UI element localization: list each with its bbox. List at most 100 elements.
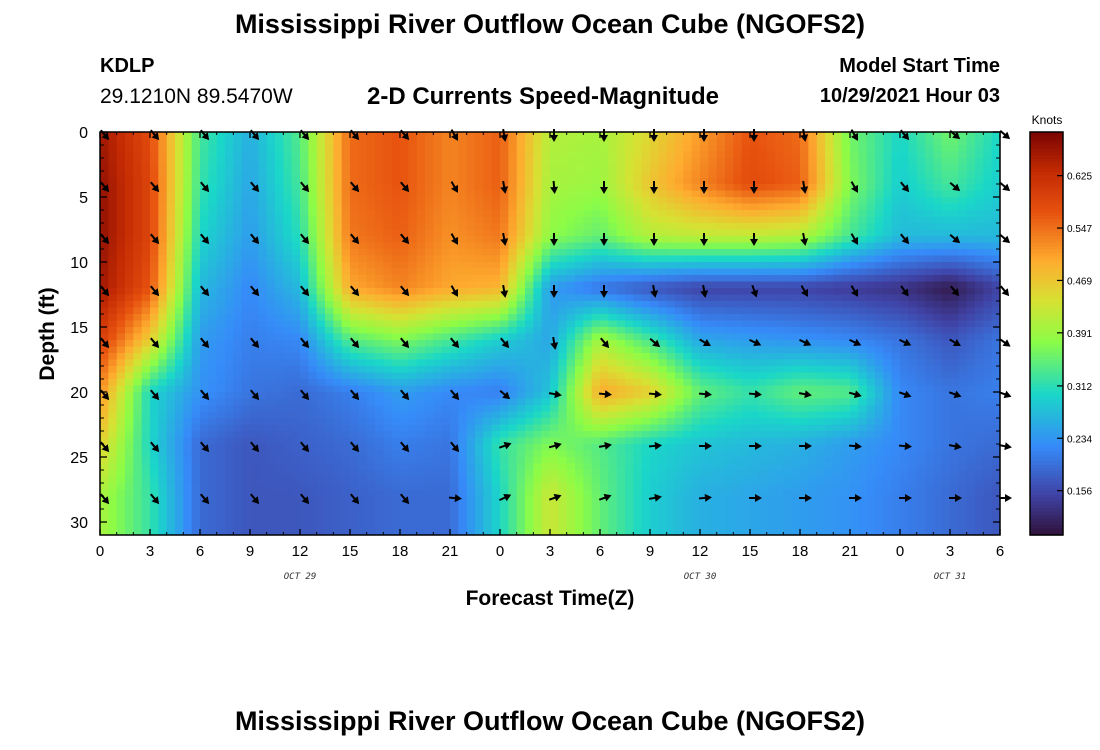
heatmap-cell [466, 411, 476, 419]
heatmap-cell [575, 301, 584, 309]
heatmap-cell [100, 431, 109, 439]
heatmap-cell [691, 392, 701, 400]
heatmap-cell [833, 314, 843, 322]
heatmap-cell [350, 424, 359, 432]
heatmap-cell [616, 353, 626, 361]
heatmap-cell [583, 171, 593, 179]
heatmap-cell [400, 275, 409, 283]
heatmap-cell [308, 151, 318, 159]
heatmap-cell [925, 281, 934, 289]
heatmap-cell [508, 392, 518, 400]
heatmap-cell [450, 242, 459, 250]
heatmap-cell [941, 392, 951, 400]
heatmap-cell [566, 411, 576, 419]
heatmap-cell [483, 223, 493, 231]
heatmap-cell [166, 275, 176, 283]
heatmap-cell [950, 366, 959, 374]
heatmap-cell [616, 268, 626, 276]
heatmap-cell [675, 223, 684, 231]
heatmap-cell [816, 424, 826, 432]
heatmap-cell [941, 418, 951, 426]
heatmap-cell [891, 392, 901, 400]
heatmap-cell [333, 158, 343, 166]
heatmap-cell [783, 197, 793, 205]
heatmap-cell [266, 353, 276, 361]
heatmap-cell [800, 249, 809, 257]
heatmap-cell [650, 171, 659, 179]
heatmap-cell [158, 411, 168, 419]
heatmap-cell [741, 281, 751, 289]
heatmap-cell [625, 314, 634, 322]
heatmap-cell [916, 418, 926, 426]
heatmap-cell [883, 158, 893, 166]
heatmap-cell [375, 372, 384, 380]
heatmap-cell [908, 294, 918, 302]
heatmap-cell [325, 151, 334, 159]
heatmap-cell [608, 301, 618, 309]
heatmap-cell [133, 320, 143, 328]
heatmap-cell [491, 197, 501, 205]
heatmap-cell [800, 275, 809, 283]
heatmap-cell [691, 203, 701, 211]
heatmap-cell [633, 372, 643, 380]
heatmap-cell [341, 314, 351, 322]
heatmap-cell [350, 210, 359, 218]
heatmap-cell [625, 177, 634, 185]
heatmap-cell [333, 281, 343, 289]
heatmap-cell [458, 346, 468, 354]
heatmap-cell [483, 398, 493, 406]
heatmap-cell [433, 353, 443, 361]
heatmap-cell [308, 288, 318, 296]
heatmap-cell [308, 216, 318, 224]
heatmap-cell [366, 249, 376, 257]
heatmap-cell [441, 262, 451, 270]
heatmap-cell [908, 405, 918, 413]
heatmap-cell [941, 151, 951, 159]
heatmap-cell [933, 268, 943, 276]
heatmap-cell [333, 320, 343, 328]
heatmap-cell [291, 242, 301, 250]
heatmap-cell [183, 216, 193, 224]
heatmap-cell [791, 346, 801, 354]
heatmap-cell [683, 301, 693, 309]
heatmap-cell [633, 327, 643, 335]
heatmap-cell [700, 366, 709, 374]
heatmap-cell [158, 242, 168, 250]
heatmap-cell [391, 307, 401, 315]
heatmap-cell [133, 424, 143, 432]
heatmap-cell [900, 327, 909, 335]
heatmap-cell [575, 203, 584, 211]
heatmap-cell [150, 190, 159, 198]
heatmap-cell [391, 333, 401, 341]
heatmap-cell [483, 164, 493, 172]
heatmap-cell [975, 346, 984, 354]
heatmap-cell [116, 411, 126, 419]
heatmap-cell [883, 210, 893, 218]
heatmap-cell [941, 158, 951, 166]
heatmap-cell [158, 132, 168, 140]
heatmap-cell [483, 281, 493, 289]
heatmap-cell [175, 249, 184, 257]
heatmap-cell [766, 418, 776, 426]
heatmap-cell [475, 275, 484, 283]
heatmap-cell [758, 190, 768, 198]
heatmap-cell [241, 236, 251, 244]
heatmap-cell [233, 372, 243, 380]
heatmap-cell [775, 158, 784, 166]
heatmap-cell [758, 418, 768, 426]
heatmap-cell [208, 301, 218, 309]
heatmap-cell [600, 203, 609, 211]
heatmap-cell [758, 307, 768, 315]
heatmap-cell [308, 366, 318, 374]
heatmap-cell [791, 145, 801, 153]
heatmap-cell [416, 333, 426, 341]
heatmap-cell [750, 138, 759, 146]
heatmap-cell [125, 320, 134, 328]
heatmap-cell [775, 229, 784, 237]
heatmap-cell [391, 262, 401, 270]
heatmap-cell [508, 262, 518, 270]
heatmap-cell [233, 418, 243, 426]
heatmap-cell [983, 418, 993, 426]
heatmap-cell [133, 151, 143, 159]
heatmap-cell [858, 210, 868, 218]
